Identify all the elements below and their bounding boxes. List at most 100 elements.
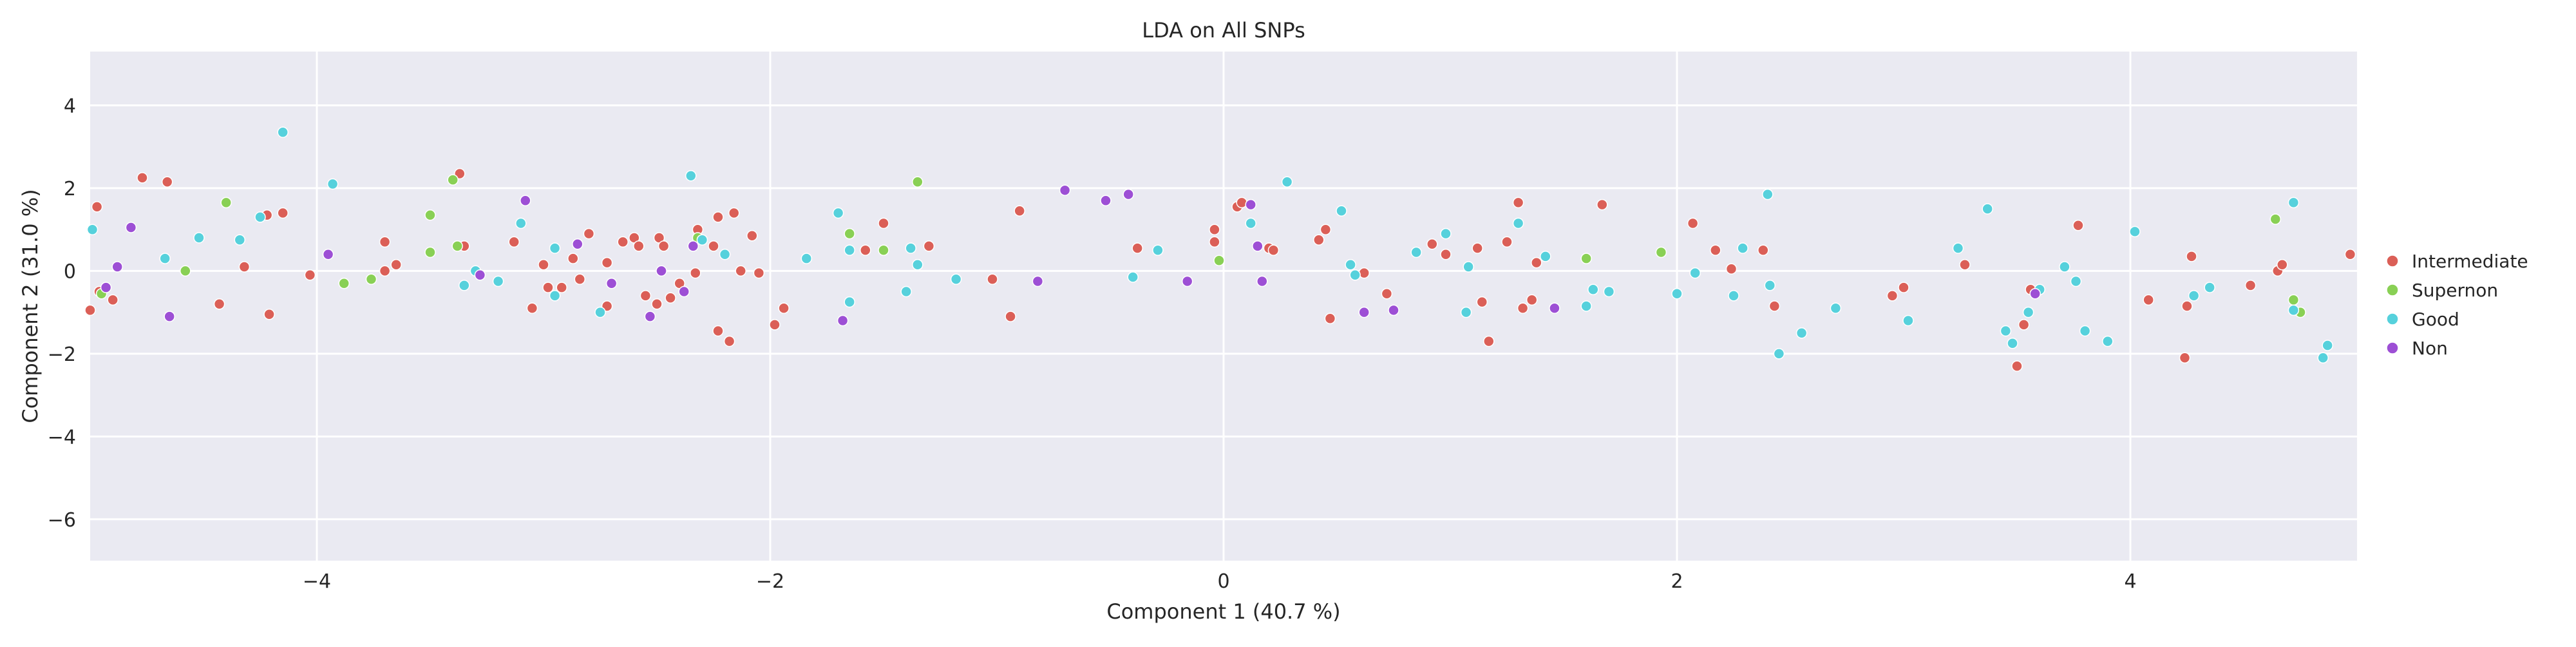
data-point-intermediate [708, 240, 719, 252]
x-tick-label: 0 [1217, 570, 1229, 593]
data-point-intermediate [728, 207, 740, 219]
data-point-intermediate [723, 335, 735, 347]
data-point-non [520, 195, 531, 206]
data-point-supernon [1580, 253, 1592, 264]
data-point-good [800, 253, 813, 264]
data-point-intermediate [1531, 256, 1542, 269]
data-point-good [1587, 284, 1599, 296]
data-point-non [125, 222, 137, 233]
x-tick-label: −2 [756, 570, 784, 593]
data-point-good [327, 178, 339, 190]
data-point-intermediate [1005, 311, 1016, 322]
data-point-good [1460, 306, 1472, 318]
y-tick-label: 0 [64, 260, 76, 283]
data-point-intermediate [1209, 224, 1220, 235]
data-point-intermediate [1320, 224, 1332, 235]
data-point-non [1100, 195, 1112, 206]
data-point-non [837, 314, 849, 327]
data-point-good [1463, 261, 1474, 273]
legend-label: Intermediate [2412, 251, 2528, 272]
x-tick-label: 4 [2124, 570, 2136, 593]
x-tick-label: −4 [303, 570, 331, 593]
data-point-intermediate [665, 292, 676, 304]
data-point-good [2059, 261, 2070, 273]
data-point-good [2000, 325, 2012, 337]
data-point-intermediate [213, 298, 225, 310]
data-point-good [2102, 335, 2114, 347]
data-point-good [1281, 176, 1293, 188]
y-tick-label: −2 [48, 343, 76, 366]
data-point-supernon [180, 265, 191, 277]
y-tick-label: 4 [64, 95, 76, 117]
x-tick-label: 2 [1671, 570, 1683, 593]
data-point-intermediate [238, 261, 251, 273]
data-point-good [1580, 300, 1592, 312]
grid-lines [90, 52, 2357, 561]
data-point-good [1795, 327, 1808, 339]
data-point-good [844, 244, 855, 256]
data-point-good [900, 285, 912, 298]
data-point-good [696, 234, 708, 246]
data-point-non [1181, 275, 1193, 287]
data-point-good [1603, 285, 1615, 298]
data-point-good [1773, 348, 1785, 360]
data-point-intermediate [379, 265, 391, 277]
legend-label: Supernon [2412, 280, 2498, 301]
y-tick-label: −6 [48, 509, 76, 532]
data-point-non [2029, 287, 2041, 300]
data-point-good [254, 211, 266, 223]
data-point-intermediate [1710, 244, 1721, 256]
data-point-intermediate [1476, 296, 1488, 308]
x-axis-label: Component 1 (40.7 %) [1106, 599, 1340, 624]
data-point-non [1256, 275, 1268, 287]
data-point-intermediate [2344, 248, 2356, 260]
data-point-intermediate [161, 176, 173, 188]
data-point-intermediate [2181, 300, 2193, 312]
legend-marker [2386, 313, 2399, 325]
data-point-good [1245, 217, 1256, 229]
data-point-good [1737, 242, 1748, 254]
data-point-intermediate [1440, 248, 1452, 260]
legend-label: Good [2412, 309, 2459, 330]
data-point-good [2204, 282, 2215, 293]
data-point-good [86, 224, 99, 235]
data-point-good [1440, 227, 1452, 240]
chart-title: LDA on All SNPs [1142, 18, 1305, 43]
data-point-good [844, 296, 855, 308]
data-point-intermediate [1898, 282, 1909, 293]
data-point-intermediate [379, 236, 391, 248]
data-point-supernon [220, 197, 232, 209]
data-point-intermediate [2072, 220, 2084, 231]
data-point-good [1764, 280, 1776, 291]
data-point-intermediate [658, 240, 670, 252]
data-point-good [549, 290, 561, 302]
data-point-intermediate [2011, 360, 2023, 372]
data-point-good [594, 306, 606, 318]
data-point-intermediate [583, 227, 595, 240]
data-point-intermediate [2277, 259, 2288, 271]
data-point-good [1336, 205, 1347, 217]
data-point-good [1349, 269, 1361, 281]
data-point-good [2322, 340, 2333, 351]
legend-marker [2386, 342, 2399, 354]
data-point-supernon [2287, 294, 2300, 306]
data-point-good [2022, 306, 2034, 318]
data-point-intermediate [526, 302, 538, 314]
data-point-intermediate [1267, 244, 1280, 256]
data-point-intermediate [987, 273, 998, 285]
data-point-intermediate [1517, 302, 1529, 314]
data-point-intermediate [1596, 198, 1608, 211]
data-point-non [656, 265, 667, 277]
data-point-intermediate [633, 240, 645, 252]
data-point-intermediate [556, 282, 567, 293]
data-point-intermediate [1687, 217, 1699, 229]
data-point-good [2287, 197, 2300, 209]
y-tick-label: −4 [48, 426, 76, 449]
data-point-good [1345, 259, 1356, 271]
data-point-non [1059, 184, 1071, 196]
data-point-intermediate [84, 304, 96, 316]
data-point-supernon [912, 176, 923, 188]
data-point-good [912, 259, 923, 271]
